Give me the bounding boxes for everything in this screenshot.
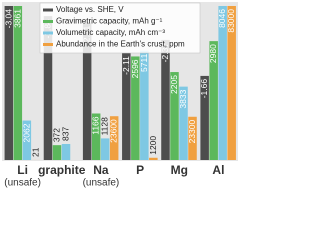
value-label: -2.11	[121, 56, 131, 75]
category-note: (unsafe)	[83, 178, 120, 189]
bar	[188, 116, 197, 160]
bar	[227, 6, 236, 160]
value-label: 372	[51, 128, 61, 142]
x-tick-label: Li	[17, 163, 28, 177]
x-tick-label: graphite	[38, 163, 86, 177]
bar	[100, 138, 110, 160]
legend: Voltage vs. SHE, V Gravimetric capacity, …	[39, 2, 201, 54]
value-label: -1.66	[199, 79, 209, 99]
bar	[200, 75, 209, 160]
legend-label: Volumetric capacity, mAh cm⁻³	[56, 28, 165, 37]
value-label: 1166	[91, 116, 101, 135]
legend-label: Voltage vs. SHE, V	[56, 5, 124, 14]
bar	[43, 16, 53, 161]
value-label: 2205	[169, 75, 179, 94]
value-label: 23300	[187, 120, 197, 144]
value-label: -3.04	[3, 9, 13, 29]
bar	[22, 120, 32, 160]
bar	[109, 116, 119, 160]
x-tick-label: Na	[93, 163, 109, 177]
x-tick-label: Al	[212, 163, 224, 177]
value-label: 837	[61, 127, 71, 141]
bar	[122, 53, 131, 160]
bar	[61, 143, 71, 160]
bar	[149, 157, 158, 160]
value-label: 5711	[139, 53, 149, 72]
legend-swatch	[43, 8, 53, 12]
chart: -3.04-2.84-2.71-2.11-2.37-1.663861372116…	[0, 0, 240, 189]
bar	[161, 39, 170, 160]
bar	[179, 86, 188, 160]
value-label: 3833	[178, 89, 188, 108]
legend-label: Gravimetric capacity, mAh g⁻¹	[56, 17, 163, 26]
bar	[140, 50, 149, 160]
legend-label: Abundance in the Earth's crust, ppm	[56, 40, 185, 49]
value-label: 1128	[100, 117, 110, 136]
value-label: 83000	[226, 9, 236, 33]
legend-box	[39, 2, 201, 54]
value-label: 21	[30, 147, 40, 157]
bar	[91, 113, 101, 160]
legend-swatch	[43, 20, 53, 23]
category-note: (unsafe)	[4, 178, 41, 189]
bar	[218, 6, 227, 160]
bar	[82, 22, 92, 161]
bar	[209, 41, 218, 160]
value-label: 2596	[130, 59, 140, 78]
value-label: 2980	[208, 44, 218, 63]
bar	[131, 56, 140, 160]
x-tick-label: P	[136, 163, 144, 177]
value-label: 8046	[217, 9, 227, 28]
bar	[52, 145, 62, 160]
bar	[13, 6, 23, 160]
x-tick-label: Mg	[171, 163, 188, 177]
legend-swatch	[43, 43, 53, 46]
bar	[170, 72, 179, 160]
value-label: 2062	[21, 123, 31, 142]
legend-swatch	[43, 31, 53, 35]
value-label: 3861	[12, 9, 22, 28]
bar	[4, 6, 14, 160]
value-label: 23600	[109, 119, 119, 143]
value-label: 1200	[148, 136, 158, 155]
